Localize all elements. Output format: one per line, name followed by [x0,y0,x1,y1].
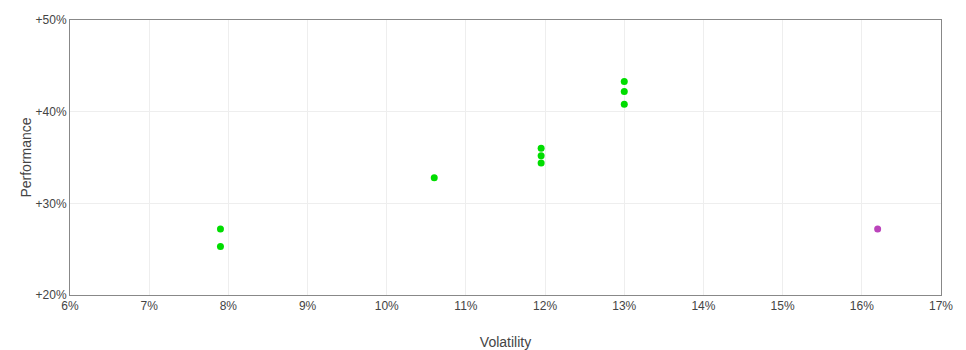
svg-text:Volatility: Volatility [480,334,531,350]
svg-text:9%: 9% [299,299,317,313]
svg-text:+40%: +40% [36,105,67,119]
svg-text:7%: 7% [141,299,159,313]
svg-text:+50%: +50% [36,13,67,27]
svg-text:+30%: +30% [36,197,67,211]
svg-text:11%: 11% [454,299,477,313]
svg-text:6%: 6% [61,299,79,313]
svg-text:14%: 14% [691,299,715,313]
svg-text:10%: 10% [375,299,399,313]
svg-text:+20%: +20% [36,288,67,302]
svg-text:16%: 16% [850,299,874,313]
svg-text:Performance: Performance [18,117,34,197]
svg-text:8%: 8% [220,299,238,313]
svg-text:12%: 12% [533,299,557,313]
svg-text:17%: 17% [929,299,953,313]
svg-text:15%: 15% [771,299,795,313]
svg-text:13%: 13% [612,299,636,313]
